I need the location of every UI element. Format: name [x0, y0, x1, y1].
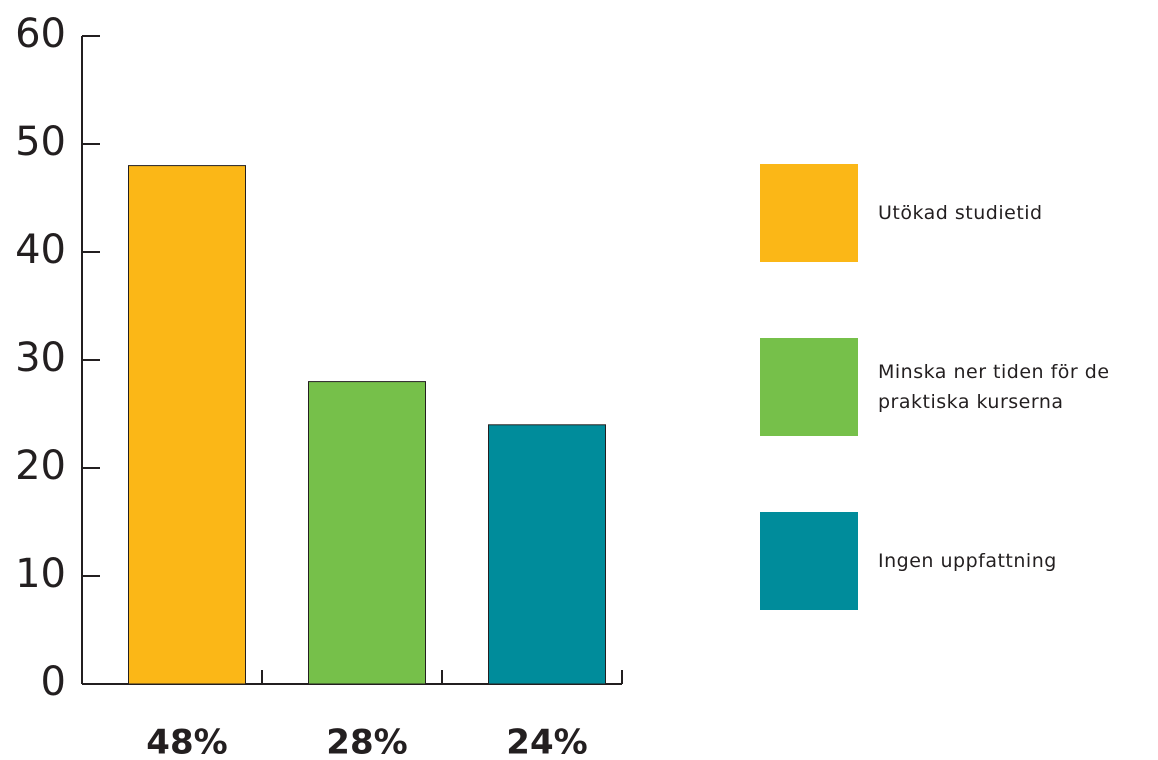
y-tick-label: 20 — [15, 443, 66, 489]
y-tick-label: 30 — [15, 335, 66, 381]
bar — [128, 165, 246, 685]
legend-swatch — [760, 512, 858, 610]
bar — [488, 424, 606, 685]
y-tick-label: 40 — [15, 227, 66, 273]
value-label: 48% — [146, 723, 227, 760]
legend-swatch — [760, 164, 858, 262]
y-tick-label: 10 — [15, 551, 66, 597]
y-tick-label: 0 — [41, 659, 66, 705]
legend-label: Ingen uppfattning — [878, 550, 1057, 572]
bar — [308, 381, 426, 685]
y-tick-label: 50 — [15, 119, 66, 165]
y-tick-label: 60 — [15, 11, 66, 57]
value-label: 28% — [326, 723, 407, 760]
legend-label: Utökad studietid — [878, 202, 1043, 224]
legend-swatch — [760, 338, 858, 436]
legend-label: Minska ner tiden för de praktiska kurser… — [878, 361, 1110, 413]
value-label: 24% — [506, 723, 587, 760]
